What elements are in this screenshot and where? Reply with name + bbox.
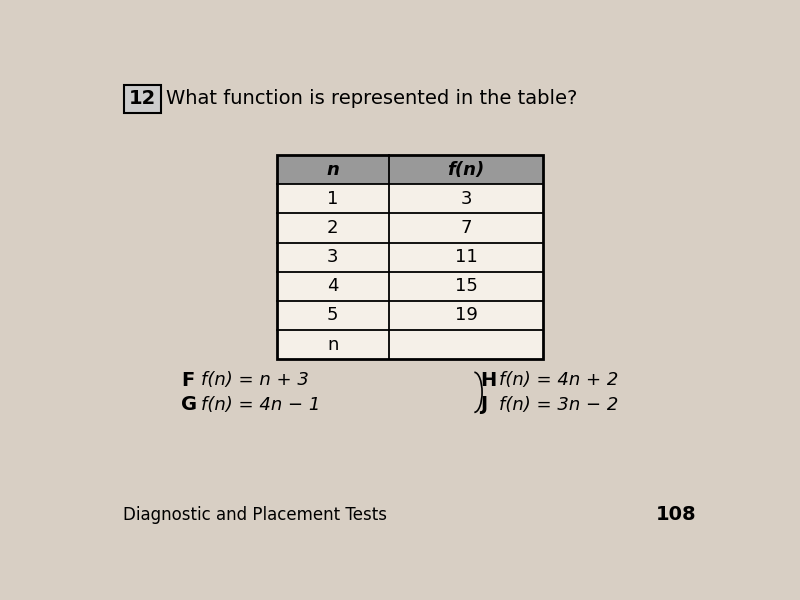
Bar <box>277 330 389 359</box>
Text: H: H <box>480 370 496 389</box>
Text: 19: 19 <box>454 307 478 325</box>
Text: n: n <box>326 161 339 179</box>
Text: F: F <box>182 370 194 389</box>
Bar <box>277 155 389 184</box>
Bar <box>277 155 543 359</box>
Bar <box>277 214 389 242</box>
Bar <box>277 242 389 272</box>
Bar <box>277 272 389 301</box>
Text: What function is represented in the table?: What function is represented in the tabl… <box>166 89 578 109</box>
Bar <box>389 214 543 242</box>
Text: G: G <box>182 395 198 414</box>
Text: 1: 1 <box>327 190 338 208</box>
Text: f(n) = 3n − 2: f(n) = 3n − 2 <box>499 395 618 413</box>
Text: 12: 12 <box>129 89 156 109</box>
Text: f(n): f(n) <box>447 161 485 179</box>
Text: 11: 11 <box>454 248 478 266</box>
Bar <box>389 272 543 301</box>
Bar <box>389 242 543 272</box>
Bar <box>389 330 543 359</box>
Text: 3: 3 <box>327 248 338 266</box>
Text: f(n) = n + 3: f(n) = n + 3 <box>201 371 309 389</box>
Bar <box>389 301 543 330</box>
Bar <box>389 184 543 214</box>
Bar <box>277 184 389 214</box>
Text: 3: 3 <box>460 190 472 208</box>
Bar <box>389 155 543 184</box>
Text: 7: 7 <box>460 219 472 237</box>
Text: 15: 15 <box>454 277 478 295</box>
Text: 2: 2 <box>327 219 338 237</box>
Text: 5: 5 <box>327 307 338 325</box>
Text: f(n) = 4n − 1: f(n) = 4n − 1 <box>201 395 320 413</box>
Text: J: J <box>480 395 487 414</box>
Bar <box>277 301 389 330</box>
Text: 108: 108 <box>656 505 697 524</box>
Text: 4: 4 <box>327 277 338 295</box>
Text: f(n) = 4n + 2: f(n) = 4n + 2 <box>499 371 618 389</box>
Text: n: n <box>327 335 338 353</box>
Text: Diagnostic and Placement Tests: Diagnostic and Placement Tests <box>123 506 387 524</box>
